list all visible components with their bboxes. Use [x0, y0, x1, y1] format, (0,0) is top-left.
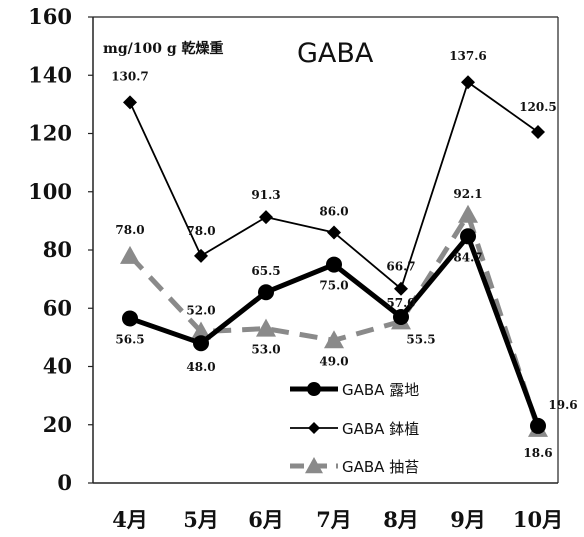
data-label: 65.5	[251, 264, 280, 278]
data-point	[393, 308, 409, 325]
data-label: 57.0	[386, 296, 415, 310]
data-point	[460, 228, 476, 245]
x-tick-label: 5月	[183, 507, 219, 532]
data-label: 56.5	[115, 332, 144, 346]
data-labels: 56.5 48.0 65.5 75.0 57.0 84.7 19.6 130.7 78.0 91.…	[111, 49, 577, 460]
data-point	[326, 256, 342, 273]
x-tick-label: 10月	[513, 507, 563, 532]
unit-label: mg/100 g 乾燥重	[103, 40, 223, 57]
data-label: 137.6	[449, 49, 487, 63]
legend-item: GABA 鉢植	[290, 420, 419, 438]
y-tick-label: 40	[43, 354, 72, 379]
data-point	[530, 417, 546, 434]
data-point	[531, 125, 545, 140]
x-tick-label: 6月	[248, 507, 284, 532]
data-label: 92.1	[453, 187, 482, 201]
data-point	[324, 330, 344, 349]
data-point	[120, 245, 140, 264]
legend-label: GABA 抽苔	[342, 458, 419, 476]
data-label: 86.0	[319, 205, 348, 219]
y-tick-label: 120	[28, 121, 72, 146]
y-tick-label: 100	[28, 179, 72, 204]
data-label: 19.6	[548, 398, 577, 412]
data-point	[458, 204, 478, 223]
series-line	[128, 212, 541, 430]
x-tick-label: 8月	[383, 507, 419, 532]
data-label: 75.0	[319, 279, 348, 293]
data-label: 52.0	[186, 304, 215, 318]
legend-label: GABA 露地	[342, 381, 419, 399]
data-label: 84.7	[453, 250, 482, 264]
data-point	[258, 284, 274, 301]
series-3	[120, 204, 548, 437]
data-label: 120.5	[519, 100, 557, 114]
legend-item: GABA 抽苔	[290, 457, 419, 476]
data-label: 53.0	[251, 343, 280, 357]
legend-marker	[307, 382, 321, 396]
data-point	[122, 310, 138, 327]
y-tick-label: 140	[28, 62, 72, 87]
data-point	[193, 335, 209, 352]
data-point	[327, 225, 341, 240]
chart-axes	[92, 16, 559, 484]
data-label: 91.3	[251, 188, 280, 202]
data-label: 55.5	[406, 332, 435, 346]
y-tick-label: 20	[43, 412, 72, 437]
legend: GABA 露地 GABA 鉢植 GABA 抽苔	[290, 381, 419, 476]
legend-marker	[308, 422, 320, 434]
legend-item: GABA 露地	[290, 381, 419, 399]
data-point	[123, 95, 137, 110]
y-tick-label: 80	[43, 237, 72, 262]
y-tick-label: 60	[43, 295, 72, 320]
x-axis-ticks: 4月 5月 6月 7月 8月 9月 10月	[112, 507, 563, 532]
data-point	[259, 210, 273, 225]
data-label: 78.0	[115, 223, 144, 237]
x-tick-label: 4月	[112, 507, 148, 532]
chart-title: GABA	[297, 38, 374, 69]
series-2	[123, 75, 545, 296]
data-label: 48.0	[186, 360, 215, 374]
data-point	[394, 281, 408, 296]
data-point	[191, 321, 211, 340]
data-point	[256, 318, 276, 337]
y-tick-label: 160	[28, 4, 72, 29]
data-label: 130.7	[111, 69, 149, 83]
legend-marker	[305, 457, 323, 474]
series-layer	[120, 75, 548, 437]
data-label: 78.0	[186, 224, 215, 238]
data-label: 18.6	[523, 446, 552, 460]
series-1	[122, 228, 546, 434]
legend-label: GABA 鉢植	[342, 420, 419, 438]
x-tick-label: 9月	[450, 507, 486, 532]
data-label: 66.7	[386, 260, 415, 274]
y-axis-ticks: 0 20 40 60 80 100 120 140 160	[28, 4, 93, 495]
data-point	[461, 75, 475, 90]
data-point	[194, 248, 208, 263]
data-label: 49.0	[319, 354, 348, 368]
x-tick-label: 7月	[316, 507, 352, 532]
y-tick-label: 0	[57, 470, 72, 495]
